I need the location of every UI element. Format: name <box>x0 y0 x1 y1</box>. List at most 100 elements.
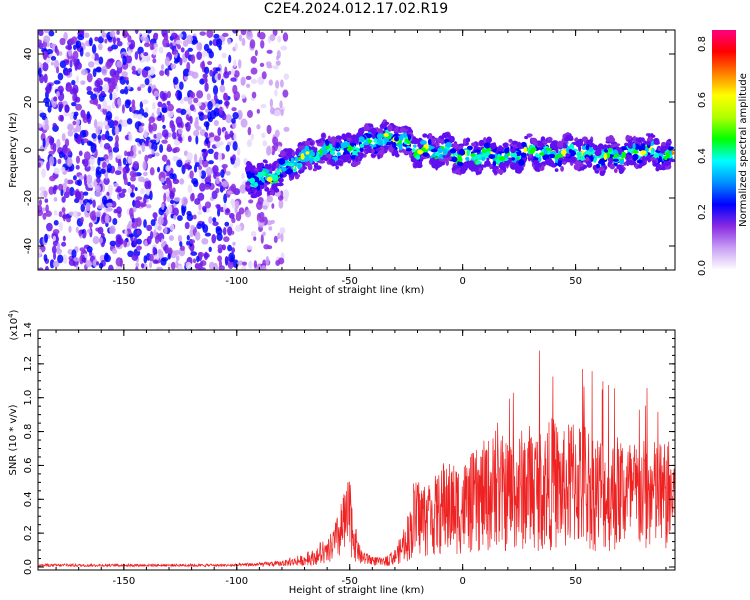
spectrogram-cell <box>123 176 128 186</box>
y-tick-label: 0.0 <box>23 559 34 575</box>
spectrogram-cell <box>479 140 483 147</box>
spectrogram-cell <box>205 166 213 176</box>
spectrogram-cell <box>259 62 265 67</box>
spectrogram-cell <box>230 198 235 206</box>
spectrogram-cell <box>103 254 111 263</box>
spectrogram-cell <box>200 51 208 58</box>
spectrogram-cell <box>97 226 104 235</box>
spectrogram-cell <box>223 71 230 79</box>
spectrogram-cell <box>599 167 605 172</box>
spectrogram-cell <box>147 154 153 159</box>
spectrogram-cell <box>262 231 266 236</box>
spectrogram-cell <box>223 93 229 101</box>
spectrogram-cell <box>72 175 77 181</box>
spectrogram-cell <box>283 126 290 132</box>
spectrogram-cell <box>53 197 58 202</box>
spectrogram-cell <box>229 223 234 228</box>
spectrogram-cell <box>38 162 41 168</box>
spectrogram-cell <box>200 260 207 267</box>
spectrogram-cell <box>335 142 340 149</box>
spectrogram-cell <box>152 246 157 256</box>
spectrogram-cell <box>69 59 73 68</box>
spectrogram-cell <box>82 138 89 144</box>
spectrogram-cell <box>72 84 79 95</box>
spectrogram-cell <box>82 191 89 196</box>
spectrogram-cell <box>219 84 226 93</box>
y-scale-exponent: 4 <box>7 313 15 318</box>
spectrogram-cell <box>382 145 389 149</box>
spectrogram-cell <box>248 199 254 204</box>
spectrogram-cell <box>67 123 74 131</box>
spectrogram-cell <box>229 212 235 219</box>
spectrogram-cell <box>414 161 421 167</box>
spectrogram-cell <box>571 157 575 161</box>
spectrogram-cell <box>98 56 104 65</box>
spectrogram-cell <box>305 151 310 155</box>
spectrogram-cell <box>204 82 209 92</box>
spectrogram-cell <box>245 83 251 88</box>
spectrogram-cell <box>627 142 634 149</box>
spectrogram-cell <box>52 260 60 268</box>
spectrogram-cell <box>198 171 202 178</box>
spectrogram-cell <box>479 164 486 168</box>
spectrogram-cell <box>179 245 185 251</box>
spectrogram-cell <box>419 157 424 161</box>
spectrogram-cell <box>86 85 92 92</box>
spectrogram-cell <box>116 30 120 35</box>
spectrogram-cell <box>277 177 284 183</box>
spectrogram-cell <box>213 33 220 39</box>
spectrogram-cell <box>307 164 313 171</box>
spectrogram-cell <box>459 148 465 152</box>
spectrogram-cell <box>160 64 165 70</box>
spectrogram-cell <box>163 34 169 41</box>
spectrogram-cell <box>157 216 164 226</box>
spectrogram-cell <box>275 162 280 169</box>
spectrogram-cell <box>376 133 384 139</box>
spectrogram-cell <box>92 236 100 245</box>
spectrogram-cell <box>62 254 68 264</box>
spectrogram-cell <box>373 138 377 143</box>
spectrogram-cell <box>385 141 392 146</box>
spectrogram-cell <box>182 68 190 77</box>
spectrogram-cell <box>412 148 416 152</box>
spectrogram-cell <box>266 124 272 135</box>
spectrogram-cell <box>624 142 629 147</box>
spectrogram-cell <box>151 122 158 132</box>
spectrogram-cell <box>161 114 165 123</box>
spectrogram-cell <box>175 260 179 269</box>
spectrogram-cell <box>208 216 213 224</box>
spectrogram-cell <box>153 42 158 49</box>
spectrogram-cell <box>261 132 266 139</box>
spectrogram-cell <box>71 36 78 44</box>
spectrogram-cell <box>253 182 259 187</box>
spectrogram-cell <box>209 109 217 120</box>
spectrogram-cell <box>116 37 121 42</box>
spectrogram-cell <box>93 52 99 62</box>
spectrogram-cell <box>64 69 71 76</box>
spectrogram-cell <box>157 101 163 108</box>
spectrogram-cell <box>486 137 492 144</box>
spectrogram-cell <box>667 138 672 142</box>
spectrogram-cell <box>186 240 190 246</box>
spectrogram-cell <box>213 135 221 142</box>
spectrogram-cell <box>144 154 149 162</box>
spectrogram-cell <box>117 165 123 172</box>
spectrogram-cell <box>198 156 203 166</box>
spectrogram-cell <box>164 56 170 67</box>
spectrogram-cell <box>457 161 464 167</box>
spectrogram-cell <box>304 140 309 146</box>
spectrogram-cell <box>52 229 60 235</box>
spectrogram-cell <box>80 80 86 85</box>
spectrogram-cell <box>250 133 254 141</box>
y-tick-label: 0.4 <box>23 491 34 507</box>
spectrogram-cell <box>336 152 342 157</box>
spectrogram-cell <box>359 143 365 148</box>
x-tick-label: -150 <box>112 576 135 587</box>
spectrogram-cell <box>135 262 140 268</box>
spectrogram-cell <box>91 53 96 60</box>
spectrogram-cell <box>136 229 141 236</box>
spectrogram-cell <box>164 226 168 235</box>
y-tick-label: 0.6 <box>23 457 34 473</box>
spectrogram-cell <box>143 112 149 118</box>
spectrogram-cell <box>207 111 212 121</box>
